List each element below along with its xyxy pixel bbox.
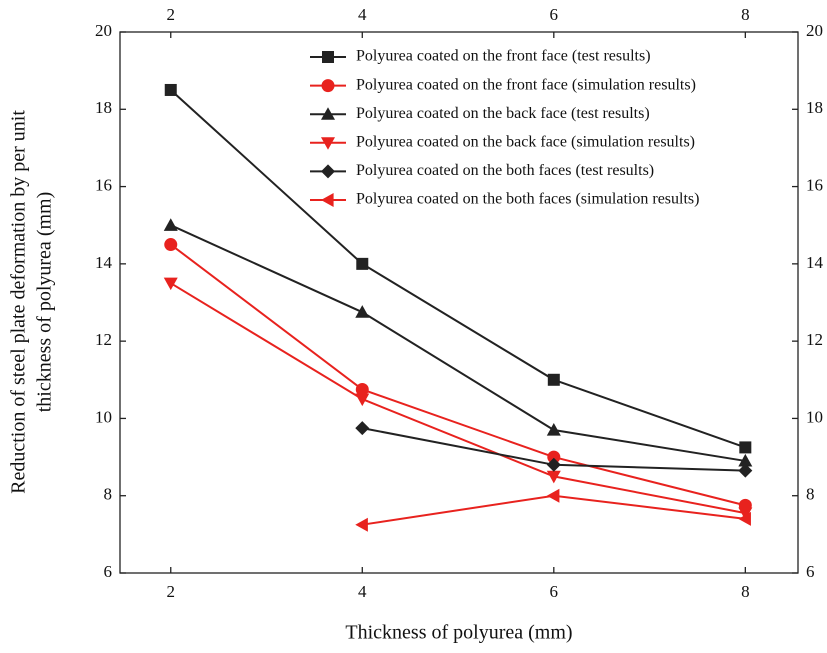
legend-label: Polyurea coated on the front face (simul…	[356, 76, 696, 93]
x-axis-label: Thickness of polyurea (mm)	[345, 622, 572, 644]
series-line	[170, 243, 746, 507]
marker	[355, 382, 369, 396]
marker	[355, 421, 370, 436]
series-line	[170, 224, 746, 462]
y-tick-label: 6	[104, 562, 113, 581]
y-tick-label: 14	[95, 253, 113, 272]
legend-label: Polyurea coated on the back face (test r…	[356, 105, 650, 122]
y-axis-label: Reduction of steel plate deformation by …	[8, 110, 56, 494]
marker	[164, 238, 178, 252]
marker	[547, 373, 560, 386]
x-tick-label-top: 4	[358, 5, 367, 24]
series-line	[170, 282, 746, 515]
marker	[738, 507, 753, 521]
y-tick-label-right: 20	[806, 21, 823, 40]
marker	[321, 193, 334, 207]
y-tick-label-right: 16	[806, 175, 823, 194]
y-tick-label-right: 12	[806, 330, 823, 349]
y-tick-label: 8	[104, 485, 113, 504]
legend-label: Polyurea coated on the back face (simula…	[356, 133, 695, 150]
marker	[355, 393, 370, 407]
marker	[738, 511, 751, 526]
y-tick-label-right: 6	[806, 562, 815, 581]
plot-frame	[119, 31, 799, 574]
marker	[546, 488, 560, 503]
y-tick-label-right: 10	[806, 407, 823, 426]
y-axis-label-line: thickness of polyurea (mm)	[34, 192, 56, 413]
y-tick-label: 12	[95, 330, 112, 349]
y-tick-label: 16	[95, 175, 112, 194]
legend-label: Polyurea coated on the front face (test …	[356, 48, 651, 65]
x-tick-label-top: 2	[167, 5, 176, 24]
marker	[164, 83, 177, 96]
marker	[546, 470, 561, 484]
legend-label: Polyurea coated on the both faces (simul…	[356, 191, 699, 208]
marker	[355, 517, 368, 532]
x-tick-label: 4	[358, 582, 367, 601]
marker	[356, 257, 369, 270]
x-tick-label-top: 6	[550, 5, 559, 24]
marker	[355, 305, 370, 318]
marker	[738, 453, 753, 467]
marker	[546, 423, 561, 436]
y-tick-label-right: 18	[806, 98, 823, 117]
marker	[546, 457, 561, 472]
marker	[163, 218, 178, 231]
legend-label: Polyurea coated on the both faces (test …	[356, 162, 654, 179]
y-tick-label: 20	[95, 21, 112, 40]
x-tick-label: 8	[741, 582, 750, 601]
marker	[321, 137, 335, 150]
marker	[163, 277, 178, 291]
marker	[321, 164, 335, 179]
x-tick-label: 2	[167, 582, 176, 601]
marker	[321, 79, 335, 93]
y-tick-label: 10	[95, 407, 112, 426]
series-line	[362, 494, 746, 526]
marker	[738, 463, 753, 478]
y-tick-label: 18	[95, 98, 112, 117]
series-line	[170, 89, 746, 449]
x-tick-label: 6	[550, 582, 559, 601]
y-tick-label-right: 14	[806, 253, 824, 272]
y-axis-label-line: Reduction of steel plate deformation by …	[8, 110, 30, 494]
y-tick-label-right: 8	[806, 485, 815, 504]
marker	[322, 51, 334, 63]
x-tick-label-top: 8	[741, 5, 750, 24]
marker	[547, 450, 561, 464]
marker	[321, 107, 335, 120]
marker	[739, 441, 752, 454]
